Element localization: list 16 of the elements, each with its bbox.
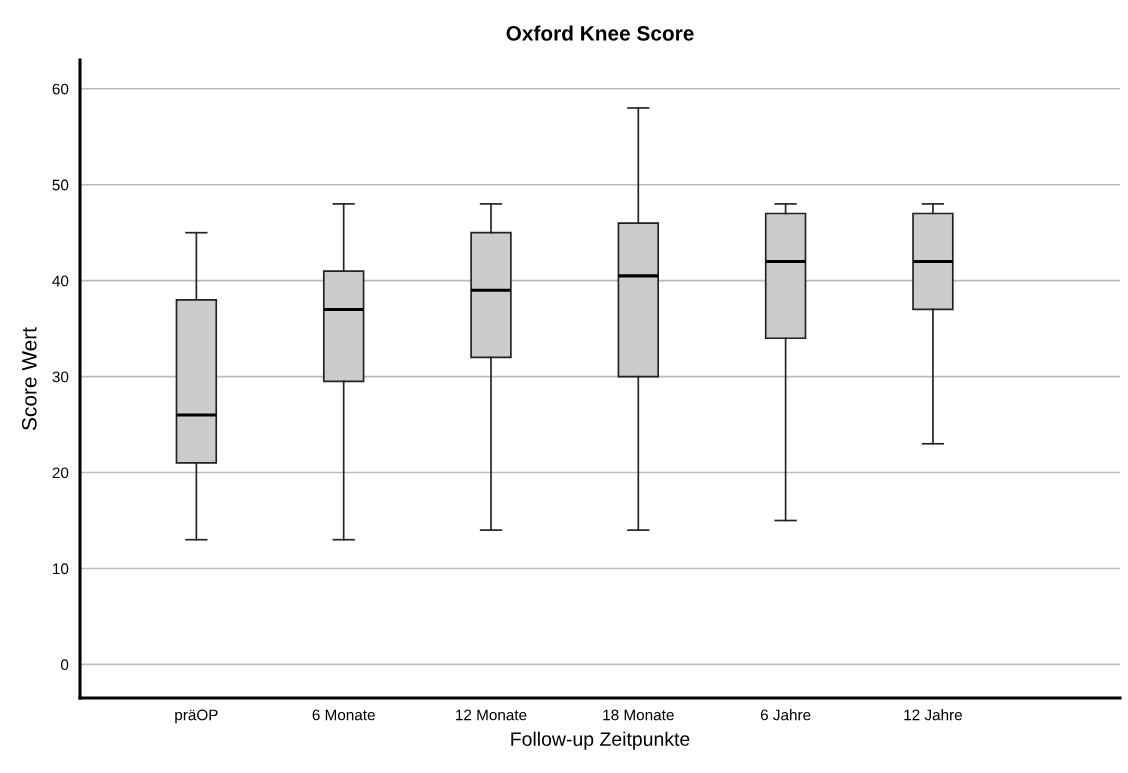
- y-tick-label: 60: [52, 83, 69, 95]
- y-tick-label: 20: [52, 467, 69, 479]
- y-tick-label: 0: [60, 659, 69, 671]
- x-tick-label: 12 Jahre: [904, 709, 962, 721]
- x-tick-label: 6 Monate: [312, 709, 375, 721]
- y-axis-title: Score Wert: [21, 327, 37, 430]
- x-axis-title: Follow-up Zeitpunkte: [511, 731, 690, 750]
- x-tick-label: präOP: [175, 709, 218, 724]
- y-tick-label: 10: [53, 563, 69, 575]
- y-tick-label: 40: [52, 275, 69, 287]
- x-tick-label: 18 Monate: [603, 709, 674, 721]
- chart-title: Oxford Knee Score: [506, 25, 694, 41]
- x-tick-label: 12 Monate: [456, 709, 527, 721]
- x-tick-label: 6 Jahre: [760, 709, 811, 721]
- y-tick-label: 30: [52, 371, 69, 383]
- y-tick-label: 50: [52, 179, 69, 191]
